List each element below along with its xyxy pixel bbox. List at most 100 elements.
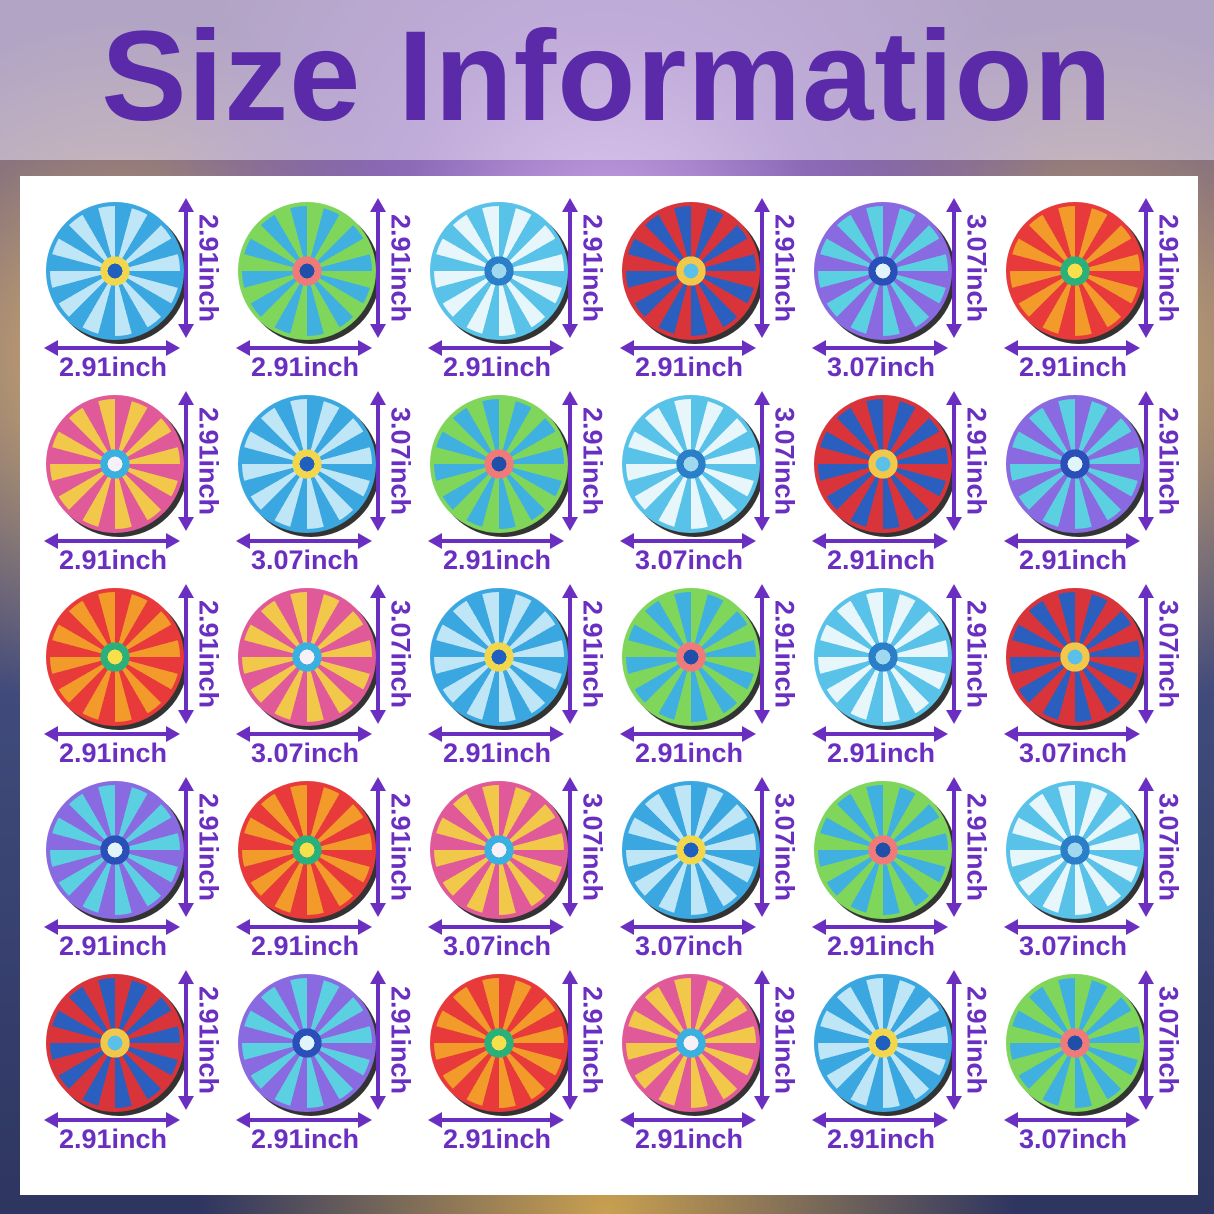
- width-label: 3.07inch: [1018, 1124, 1128, 1154]
- width-arrow: [620, 533, 756, 549]
- height-arrow: [1138, 198, 1154, 338]
- width-label: 2.91inch: [826, 931, 936, 961]
- height-label: 2.91inch: [188, 588, 228, 720]
- height-value: 2.91inch: [193, 599, 224, 709]
- coaster-size-item: 2.91inch 2.91inch: [614, 576, 809, 776]
- height-label: 2.91inch: [764, 588, 804, 720]
- height-arrow: [1138, 777, 1154, 917]
- width-arrow: [44, 340, 180, 356]
- width-arrow: [44, 533, 180, 549]
- height-value: 3.07inch: [385, 406, 416, 516]
- width-arrow: [812, 340, 948, 356]
- width-arrow: [620, 919, 756, 935]
- height-arrow: [370, 198, 386, 338]
- height-arrow: [562, 198, 578, 338]
- mandala-coaster-image: [622, 395, 760, 533]
- width-arrow: [236, 726, 372, 742]
- mandala-coaster-image: [46, 395, 184, 533]
- width-arrow: [1004, 340, 1140, 356]
- height-value: 3.07inch: [961, 213, 992, 323]
- coaster-size-item: 2.91inch 2.91inch: [806, 576, 1001, 776]
- coaster-size-item: 3.07inch 3.07inch: [998, 769, 1193, 969]
- mandala-coaster-image: [430, 588, 568, 726]
- height-label: 3.07inch: [1148, 974, 1188, 1106]
- height-value: 2.91inch: [193, 792, 224, 902]
- height-label: 3.07inch: [380, 395, 420, 527]
- height-arrow: [370, 777, 386, 917]
- height-value: 2.91inch: [193, 406, 224, 516]
- coaster-size-item: 2.91inch 2.91inch: [230, 962, 425, 1162]
- width-label: 2.91inch: [634, 738, 744, 768]
- coaster-size-item: 2.91inch 2.91inch: [998, 190, 1193, 390]
- height-arrow: [370, 970, 386, 1110]
- width-arrow: [1004, 1112, 1140, 1128]
- coaster-size-item: 2.91inch 2.91inch: [998, 383, 1193, 583]
- coaster-size-item: 2.91inch 2.91inch: [422, 962, 617, 1162]
- mandala-coaster-image: [46, 781, 184, 919]
- mandala-coaster-image: [46, 974, 184, 1112]
- width-label: 2.91inch: [442, 738, 552, 768]
- width-arrow: [812, 533, 948, 549]
- height-label: 2.91inch: [1148, 395, 1188, 527]
- height-value: 2.91inch: [385, 985, 416, 1095]
- coaster-size-item: 2.91inch 2.91inch: [422, 190, 617, 390]
- height-arrow: [946, 198, 962, 338]
- height-value: 3.07inch: [1153, 792, 1184, 902]
- coaster-size-item: 3.07inch 3.07inch: [230, 383, 425, 583]
- coaster-size-item: 2.91inch 2.91inch: [806, 769, 1001, 969]
- width-label: 3.07inch: [1018, 931, 1128, 961]
- height-value: 2.91inch: [769, 985, 800, 1095]
- height-arrow: [1138, 584, 1154, 724]
- height-value: 3.07inch: [769, 406, 800, 516]
- width-label: 2.91inch: [442, 545, 552, 575]
- mandala-coaster-image: [622, 588, 760, 726]
- height-arrow: [370, 391, 386, 531]
- mandala-coaster-image: [430, 974, 568, 1112]
- width-arrow: [44, 726, 180, 742]
- width-arrow: [44, 1112, 180, 1128]
- size-grid-panel: 2.91inch 2.91inch 2.91inch 2.91inch 2.91inch…: [20, 176, 1198, 1195]
- height-label: 2.91inch: [188, 974, 228, 1106]
- height-label: 3.07inch: [1148, 588, 1188, 720]
- width-arrow: [428, 340, 564, 356]
- mandala-coaster-image: [622, 974, 760, 1112]
- height-value: 2.91inch: [577, 599, 608, 709]
- mandala-coaster-image: [238, 974, 376, 1112]
- coaster-size-item: 2.91inch 2.91inch: [422, 576, 617, 776]
- coaster-size-item: 2.91inch 2.91inch: [38, 190, 233, 390]
- height-value: 2.91inch: [1153, 213, 1184, 323]
- height-value: 2.91inch: [193, 213, 224, 323]
- width-label: 2.91inch: [250, 352, 360, 382]
- height-label: 2.91inch: [572, 395, 612, 527]
- height-arrow: [562, 584, 578, 724]
- height-arrow: [754, 198, 770, 338]
- coaster-size-item: 2.91inch 2.91inch: [806, 962, 1001, 1162]
- height-label: 2.91inch: [380, 781, 420, 913]
- height-label: 3.07inch: [1148, 781, 1188, 913]
- title-band: [0, 0, 1214, 160]
- height-label: 2.91inch: [1148, 202, 1188, 334]
- width-label: 3.07inch: [250, 545, 360, 575]
- height-value: 2.91inch: [961, 406, 992, 516]
- height-label: 3.07inch: [764, 781, 804, 913]
- height-label: 2.91inch: [764, 974, 804, 1106]
- height-label: 2.91inch: [188, 395, 228, 527]
- mandala-coaster-image: [1006, 781, 1144, 919]
- mandala-coaster-image: [238, 781, 376, 919]
- width-arrow: [236, 1112, 372, 1128]
- mandala-coaster-image: [1006, 202, 1144, 340]
- page-title: Size Information: [101, 5, 1113, 148]
- height-value: 2.91inch: [961, 599, 992, 709]
- height-label: 2.91inch: [572, 202, 612, 334]
- width-arrow: [428, 533, 564, 549]
- height-arrow: [754, 391, 770, 531]
- mandala-coaster-image: [814, 395, 952, 533]
- height-value: 2.91inch: [769, 213, 800, 323]
- height-label: 2.91inch: [956, 974, 996, 1106]
- coaster-size-item: 2.91inch 2.91inch: [230, 769, 425, 969]
- coaster-size-item: 3.07inch 3.07inch: [614, 769, 809, 969]
- width-label: 2.91inch: [58, 545, 168, 575]
- width-label: 3.07inch: [826, 352, 936, 382]
- width-label: 2.91inch: [250, 931, 360, 961]
- height-value: 2.91inch: [385, 792, 416, 902]
